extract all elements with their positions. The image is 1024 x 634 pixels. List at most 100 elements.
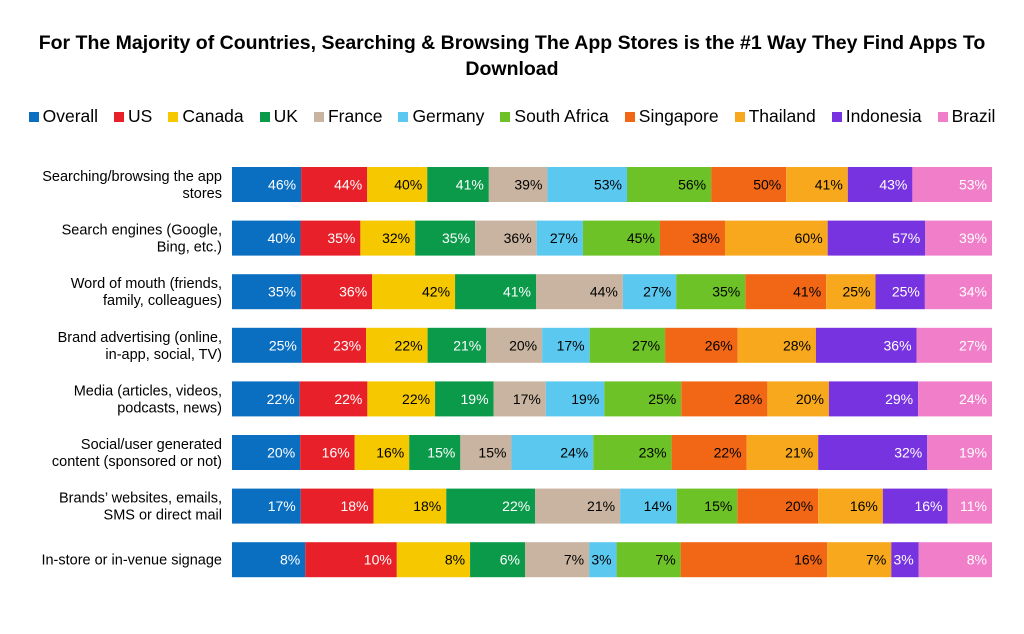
legend-item: Overall <box>28 106 99 127</box>
bar-segment <box>680 542 828 578</box>
data-label: 21% <box>785 445 813 461</box>
bar-segment <box>366 327 428 363</box>
bar-segment <box>547 167 628 202</box>
legend-swatch <box>28 111 39 122</box>
bar-segment <box>232 488 301 524</box>
bar-segment <box>300 488 374 524</box>
bar-segment <box>396 542 471 578</box>
bar-segment <box>589 542 617 578</box>
legend-label: Indonesia <box>845 106 922 126</box>
data-label: 7% <box>564 552 584 568</box>
data-label: 39% <box>514 177 542 193</box>
bar-segment <box>299 381 368 417</box>
category-label: Word of mouth (friends, family, colleague… <box>71 276 222 309</box>
legend-swatch <box>313 111 324 122</box>
bar-segment <box>232 435 301 470</box>
data-label: 57% <box>892 230 920 246</box>
bar-segment <box>916 327 992 363</box>
bar-segment <box>912 167 992 202</box>
bar-segment <box>536 220 583 256</box>
data-label: 28% <box>734 391 762 407</box>
bar-segment <box>493 381 546 417</box>
data-label: 16% <box>322 445 350 461</box>
bar-segment <box>367 381 436 417</box>
bar-segment <box>671 435 747 470</box>
data-label: 22% <box>714 445 742 461</box>
legend-item: Brazil <box>937 106 995 127</box>
legend-label: Overall <box>42 106 99 126</box>
data-label: 60% <box>795 230 823 246</box>
bar-segment <box>818 488 883 524</box>
bar-segment <box>525 542 590 578</box>
bar-segment <box>604 381 682 417</box>
bar-segment <box>301 327 367 363</box>
bar-segment <box>737 327 816 363</box>
bar-segment <box>460 435 512 470</box>
bar-segment <box>681 381 768 417</box>
data-label: 46% <box>268 177 296 193</box>
legend-label: Thailand <box>748 106 816 126</box>
data-label: 6% <box>500 552 520 568</box>
bar-segment <box>475 220 537 256</box>
data-label: 41% <box>815 177 843 193</box>
data-label: 10% <box>364 552 392 568</box>
bar-segment <box>918 542 992 578</box>
bar-segment <box>622 274 677 310</box>
data-label: 41% <box>503 284 531 300</box>
bar-segment <box>815 327 917 363</box>
data-label: 18% <box>413 498 441 514</box>
data-label: 24% <box>959 391 987 407</box>
bar-segment <box>435 381 494 417</box>
data-label: 22% <box>402 391 430 407</box>
data-label: 41% <box>456 177 484 193</box>
legend-label: UK <box>273 106 298 126</box>
bar-segment <box>593 435 672 470</box>
legend-item: Thailand <box>734 106 816 127</box>
bar-segment <box>724 220 828 256</box>
bar-segment <box>300 220 361 256</box>
legend-swatch <box>398 111 409 122</box>
data-label: 44% <box>590 284 618 300</box>
data-label: 20% <box>267 445 295 461</box>
data-label: 17% <box>513 391 541 407</box>
bar-segment <box>232 327 302 363</box>
data-label: 25% <box>269 337 297 353</box>
data-label: 17% <box>557 337 585 353</box>
bar-segment <box>875 274 925 310</box>
bar-segment <box>409 435 461 470</box>
bar-segment <box>676 274 746 310</box>
data-label: 43% <box>879 177 907 193</box>
data-label: 32% <box>894 445 922 461</box>
data-label: 16% <box>794 552 822 568</box>
bar-segment <box>360 220 416 256</box>
category-label: Brand advertising (online, in-app, social… <box>58 330 222 363</box>
data-label: 20% <box>509 337 537 353</box>
bar-segment <box>847 167 913 202</box>
data-label: 36% <box>339 284 367 300</box>
data-label: 22% <box>395 337 423 353</box>
legend-label: Singapore <box>638 106 719 126</box>
bar-segment <box>372 274 456 310</box>
chart-legend: Overall US Canada UK France Germany South Afri… <box>0 106 1024 127</box>
data-label: 36% <box>504 230 532 246</box>
legend-item: Indonesia <box>831 106 922 127</box>
data-label: 35% <box>268 284 296 300</box>
data-label: 8% <box>967 552 987 568</box>
bar-segment <box>818 435 928 470</box>
legend-item: Canada <box>168 106 244 127</box>
bar-segment <box>620 488 677 524</box>
legend-item: Germany <box>398 106 484 127</box>
legend-swatch <box>624 111 635 122</box>
data-label: 22% <box>334 391 362 407</box>
data-label: 21% <box>587 498 615 514</box>
category-label: Search engines (Google, Bing, etc.) <box>62 223 222 256</box>
bar-segment <box>711 167 787 202</box>
data-label: 53% <box>594 177 622 193</box>
data-label: 34% <box>959 284 987 300</box>
bar-segment <box>737 488 819 524</box>
bar-segment <box>232 381 300 417</box>
data-label: 15% <box>704 498 732 514</box>
category-label: Brands’ websites, emails, SMS or direct m… <box>59 491 222 524</box>
bar-segment <box>891 542 919 578</box>
